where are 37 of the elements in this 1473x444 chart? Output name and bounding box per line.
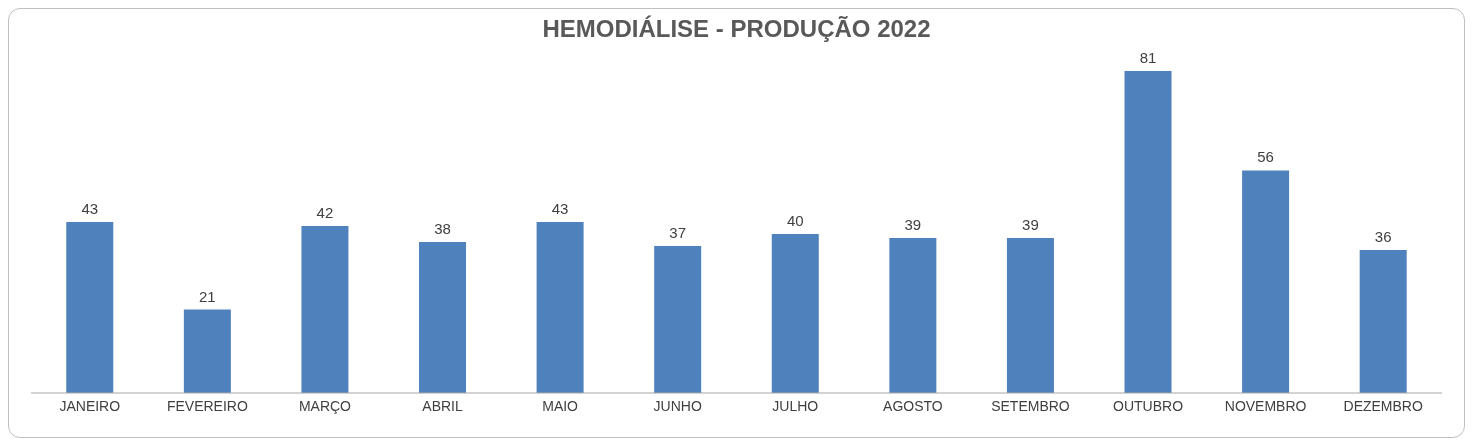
x-tick-label: JANEIRO <box>59 397 121 414</box>
data-label: 36 <box>1374 227 1392 245</box>
data-label: 56 <box>1257 148 1274 166</box>
x-tick-label: SETEMBRO <box>991 397 1070 414</box>
data-label: 42 <box>316 204 334 222</box>
data-label: 37 <box>669 223 687 241</box>
x-tick-label: ABRIL <box>422 397 463 414</box>
data-label: 81 <box>1139 49 1157 66</box>
bar <box>654 245 702 393</box>
bar <box>536 222 584 393</box>
x-tick-label: DEZEMBRO <box>1343 397 1423 414</box>
bar <box>419 241 467 393</box>
data-label: 39 <box>904 215 922 233</box>
data-label: 43 <box>81 200 99 218</box>
chart-title: HEMODIÁLISE - PRODUÇÃO 2022 <box>541 15 932 43</box>
bar <box>1242 170 1290 393</box>
bar <box>889 237 937 393</box>
bar <box>1359 249 1407 393</box>
bar <box>1006 237 1054 393</box>
x-tick-label: OUTUBRO <box>1113 397 1184 414</box>
data-label: 40 <box>786 211 804 229</box>
x-tick-label: MAIO <box>542 397 579 414</box>
x-tick-label: JULHO <box>772 397 819 414</box>
x-tick-label: NOVEMBRO <box>1224 397 1307 414</box>
x-tick-label: MARÇO <box>298 397 352 414</box>
bar <box>183 309 231 393</box>
bar <box>1124 71 1172 393</box>
bar <box>301 226 349 393</box>
data-label: 21 <box>199 287 216 305</box>
x-tick-label: JUNHO <box>653 397 702 414</box>
x-tick-label: FEVEREIRO <box>166 397 248 414</box>
bar <box>771 233 819 393</box>
x-tick-label: AGOSTO <box>883 397 943 414</box>
data-label: 43 <box>551 200 569 218</box>
bar <box>66 222 114 393</box>
data-label: 39 <box>1022 215 1039 233</box>
data-label: 38 <box>434 219 451 237</box>
